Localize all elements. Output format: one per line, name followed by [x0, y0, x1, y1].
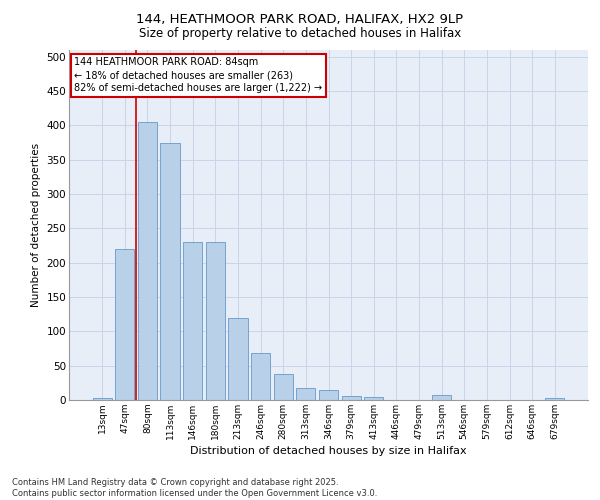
Bar: [206, 242, 225, 400]
Text: Size of property relative to detached houses in Halifax: Size of property relative to detached ho…: [139, 28, 461, 40]
Y-axis label: Number of detached properties: Number of detached properties: [31, 143, 41, 307]
Bar: [432, 395, 451, 400]
Bar: [251, 354, 270, 400]
Bar: [160, 142, 180, 400]
Text: 144, HEATHMOOR PARK ROAD, HALIFAX, HX2 9LP: 144, HEATHMOOR PARK ROAD, HALIFAX, HX2 9…: [136, 12, 464, 26]
Bar: [274, 374, 293, 400]
Bar: [92, 398, 112, 400]
Bar: [296, 388, 316, 400]
Bar: [364, 396, 383, 400]
Bar: [115, 249, 134, 400]
Text: Contains HM Land Registry data © Crown copyright and database right 2025.
Contai: Contains HM Land Registry data © Crown c…: [12, 478, 377, 498]
Bar: [341, 396, 361, 400]
Bar: [229, 318, 248, 400]
Bar: [319, 390, 338, 400]
Bar: [183, 242, 202, 400]
X-axis label: Distribution of detached houses by size in Halifax: Distribution of detached houses by size …: [190, 446, 467, 456]
Bar: [138, 122, 157, 400]
Bar: [545, 398, 565, 400]
Text: 144 HEATHMOOR PARK ROAD: 84sqm
← 18% of detached houses are smaller (263)
82% of: 144 HEATHMOOR PARK ROAD: 84sqm ← 18% of …: [74, 57, 322, 94]
